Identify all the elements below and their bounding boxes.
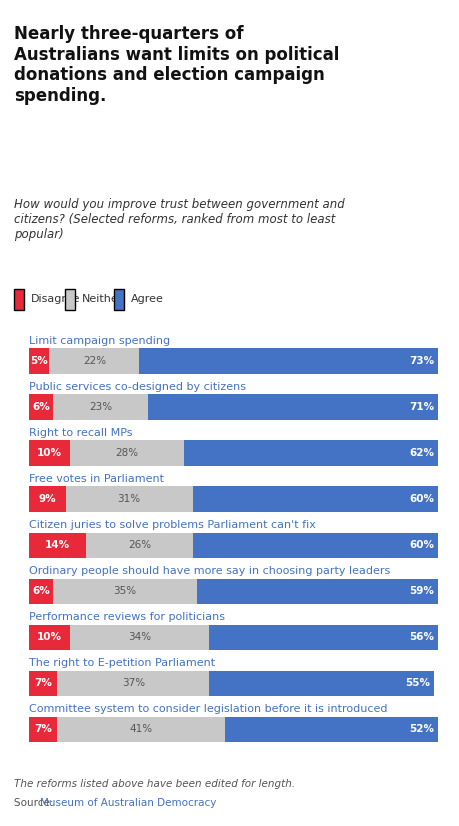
Text: 6%: 6% <box>32 402 50 412</box>
Text: 71%: 71% <box>409 402 434 412</box>
Text: Ordinary people should have more say in choosing party leaders: Ordinary people should have more say in … <box>29 566 390 577</box>
Bar <box>140 349 438 373</box>
Text: 9%: 9% <box>39 494 56 504</box>
Bar <box>29 624 70 650</box>
Text: 62%: 62% <box>409 449 434 458</box>
Bar <box>57 717 225 742</box>
Text: 14%: 14% <box>45 540 70 550</box>
Bar <box>29 440 70 466</box>
Text: Right to recall MPs: Right to recall MPs <box>29 428 132 438</box>
Text: 26%: 26% <box>128 540 151 550</box>
Bar <box>193 533 438 558</box>
Bar <box>53 395 148 420</box>
Text: Performance reviews for politicians: Performance reviews for politicians <box>29 612 225 622</box>
Bar <box>29 578 53 604</box>
Text: 10%: 10% <box>37 449 62 458</box>
Text: 34%: 34% <box>128 632 151 642</box>
Text: 7%: 7% <box>34 724 52 734</box>
Text: 10%: 10% <box>37 632 62 642</box>
Bar <box>29 349 49 373</box>
Text: Citizen juries to solve problems Parliament can't fix: Citizen juries to solve problems Parliam… <box>29 520 316 530</box>
Bar <box>197 578 438 604</box>
Bar <box>53 578 197 604</box>
Text: Public services co-designed by citizens: Public services co-designed by citizens <box>29 382 246 392</box>
Text: 60%: 60% <box>409 494 434 504</box>
Text: The reforms listed above have been edited for length.: The reforms listed above have been edite… <box>14 779 295 789</box>
Text: Neither: Neither <box>82 294 123 304</box>
Bar <box>66 487 193 512</box>
Bar <box>29 487 66 512</box>
Text: 23%: 23% <box>89 402 112 412</box>
Text: Source:: Source: <box>14 798 56 808</box>
Bar <box>49 349 140 373</box>
Bar <box>86 533 193 558</box>
Bar <box>29 533 86 558</box>
Text: 5%: 5% <box>30 356 48 366</box>
Text: 52%: 52% <box>409 724 434 734</box>
Text: 60%: 60% <box>409 540 434 550</box>
Text: 73%: 73% <box>409 356 434 366</box>
Text: 28%: 28% <box>116 449 139 458</box>
Bar <box>70 440 185 466</box>
Text: 37%: 37% <box>122 678 145 688</box>
Text: Agree: Agree <box>131 294 164 304</box>
Text: Free votes in Parliament: Free votes in Parliament <box>29 474 164 484</box>
Text: How would you improve trust between government and
citizens? (Selected reforms, : How would you improve trust between gove… <box>14 198 345 241</box>
Bar <box>209 624 438 650</box>
Bar <box>148 395 438 420</box>
Text: Disagree: Disagree <box>31 294 80 304</box>
Text: 56%: 56% <box>409 632 434 642</box>
Text: 55%: 55% <box>405 678 430 688</box>
Bar <box>29 395 53 420</box>
Text: 6%: 6% <box>32 586 50 596</box>
Text: Museum of Australian Democracy: Museum of Australian Democracy <box>40 798 217 808</box>
Text: Limit campaign spending: Limit campaign spending <box>29 336 170 346</box>
Text: 31%: 31% <box>118 494 141 504</box>
Bar <box>29 717 57 742</box>
Text: 41%: 41% <box>130 724 153 734</box>
Text: 7%: 7% <box>34 678 52 688</box>
Text: 22%: 22% <box>83 356 106 366</box>
Bar <box>225 717 438 742</box>
Bar <box>185 440 438 466</box>
Text: Committee system to consider legislation before it is introduced: Committee system to consider legislation… <box>29 705 387 714</box>
Text: 35%: 35% <box>113 586 137 596</box>
Bar <box>193 487 438 512</box>
Bar <box>29 671 57 695</box>
Text: 59%: 59% <box>409 586 434 596</box>
Bar <box>70 624 209 650</box>
Text: Nearly three-quarters of
Australians want limits on political
donations and elec: Nearly three-quarters of Australians wan… <box>14 25 339 105</box>
Bar <box>209 671 434 695</box>
Text: The right to E-petition Parliament: The right to E-petition Parliament <box>29 658 215 668</box>
Bar <box>57 671 209 695</box>
